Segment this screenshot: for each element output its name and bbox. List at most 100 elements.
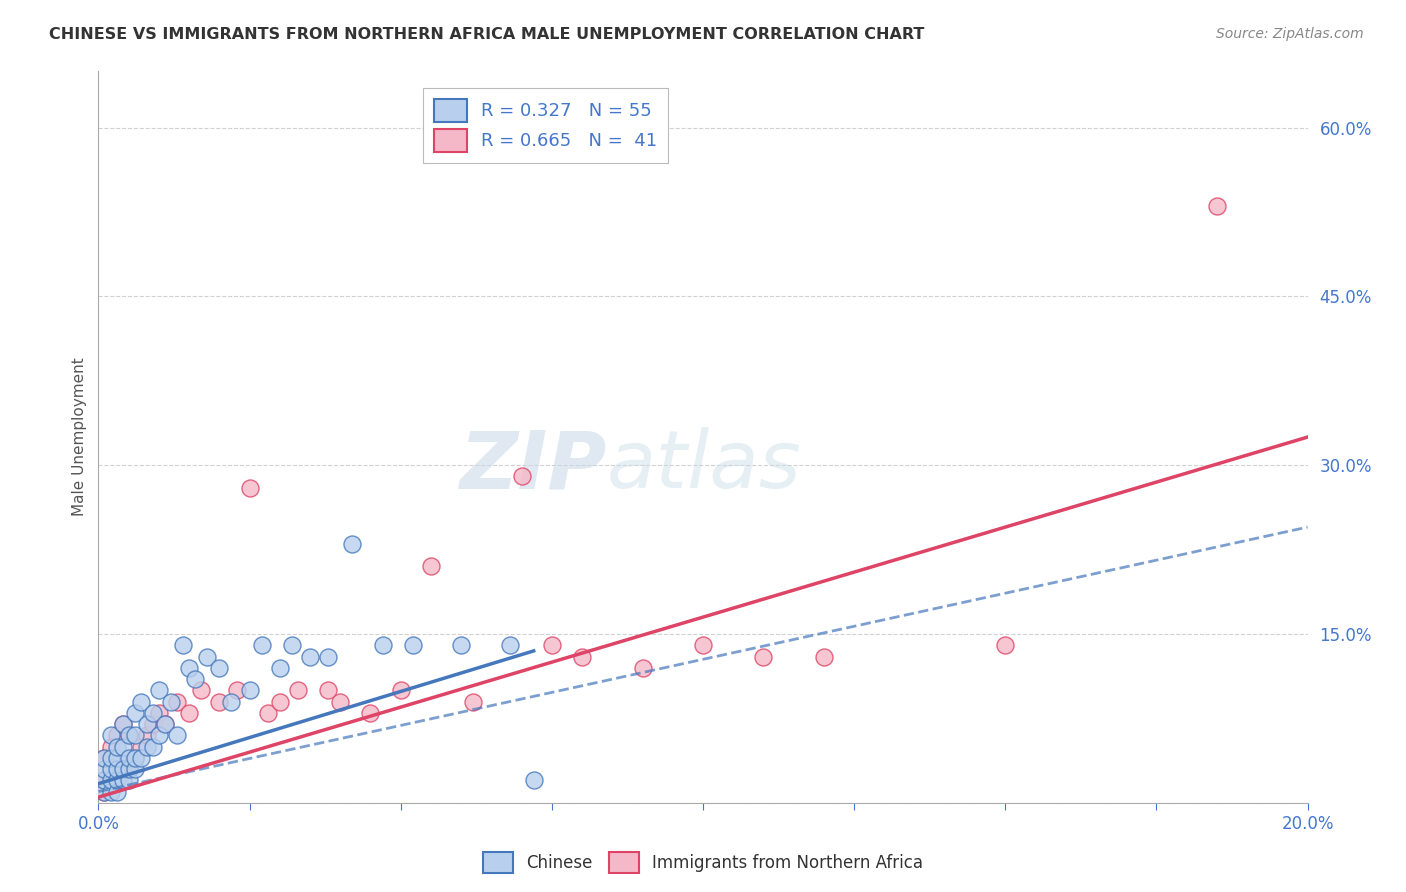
Text: Source: ZipAtlas.com: Source: ZipAtlas.com xyxy=(1216,27,1364,41)
Text: ZIP: ZIP xyxy=(458,427,606,506)
Point xyxy=(100,784,122,798)
Point xyxy=(269,694,291,708)
Point xyxy=(105,762,128,776)
Point xyxy=(111,717,134,731)
Point xyxy=(105,773,128,788)
Point xyxy=(129,694,152,708)
Point xyxy=(994,638,1017,652)
Point xyxy=(166,694,188,708)
Point xyxy=(93,773,115,788)
Point xyxy=(111,717,134,731)
Point xyxy=(450,638,472,652)
Point xyxy=(142,717,165,731)
Point xyxy=(342,537,364,551)
Point xyxy=(111,762,134,776)
Point xyxy=(118,751,141,765)
Point xyxy=(299,649,322,664)
Point xyxy=(118,762,141,776)
Y-axis label: Male Unemployment: Male Unemployment xyxy=(72,358,87,516)
Point xyxy=(93,784,115,798)
Point xyxy=(269,661,291,675)
Point xyxy=(100,773,122,788)
Point xyxy=(135,728,157,742)
Point xyxy=(420,559,443,574)
Point xyxy=(166,728,188,742)
Text: CHINESE VS IMMIGRANTS FROM NORTHERN AFRICA MALE UNEMPLOYMENT CORRELATION CHART: CHINESE VS IMMIGRANTS FROM NORTHERN AFRI… xyxy=(49,27,925,42)
Point xyxy=(93,784,115,798)
Point xyxy=(184,672,207,686)
Point xyxy=(316,683,339,698)
Point xyxy=(221,694,243,708)
Point xyxy=(124,728,146,742)
Point xyxy=(752,649,775,664)
Point xyxy=(692,638,714,652)
Point xyxy=(124,751,146,765)
Point xyxy=(118,773,141,788)
Point xyxy=(316,649,339,664)
Point xyxy=(250,638,273,652)
Point xyxy=(360,706,382,720)
Point xyxy=(153,717,176,731)
Point xyxy=(93,751,115,765)
Point xyxy=(105,739,128,754)
Point xyxy=(118,728,141,742)
Point xyxy=(256,706,278,720)
Point xyxy=(153,717,176,731)
Point xyxy=(172,638,194,652)
Point xyxy=(226,683,249,698)
Point xyxy=(129,751,152,765)
Point xyxy=(148,728,170,742)
Point xyxy=(148,706,170,720)
Point xyxy=(190,683,212,698)
Point xyxy=(118,728,141,742)
Point xyxy=(100,773,122,788)
Point xyxy=(402,638,425,652)
Point xyxy=(510,469,533,483)
Point xyxy=(631,661,654,675)
Point xyxy=(93,762,115,776)
Point xyxy=(1206,199,1229,213)
Point xyxy=(179,706,201,720)
Point xyxy=(100,762,122,776)
Legend: Chinese, Immigrants from Northern Africa: Chinese, Immigrants from Northern Africa xyxy=(477,846,929,880)
Point xyxy=(124,706,146,720)
Point xyxy=(135,717,157,731)
Point xyxy=(124,751,146,765)
Point xyxy=(111,773,134,788)
Point xyxy=(239,683,262,698)
Point xyxy=(195,649,218,664)
Point xyxy=(105,728,128,742)
Point xyxy=(100,751,122,765)
Point xyxy=(498,638,520,652)
Point xyxy=(142,706,165,720)
Point xyxy=(239,481,262,495)
Point xyxy=(100,728,122,742)
Point xyxy=(135,739,157,754)
Point xyxy=(111,762,134,776)
Point xyxy=(208,661,231,675)
Point xyxy=(208,694,231,708)
Point xyxy=(281,638,304,652)
Point xyxy=(523,773,546,788)
Point xyxy=(142,739,165,754)
Point xyxy=(105,784,128,798)
Point xyxy=(105,751,128,765)
Point xyxy=(371,638,394,652)
Point xyxy=(287,683,309,698)
Point xyxy=(124,762,146,776)
Point xyxy=(111,739,134,754)
Point xyxy=(540,638,562,652)
Point xyxy=(463,694,485,708)
Point xyxy=(118,762,141,776)
Point xyxy=(105,773,128,788)
Point xyxy=(160,694,183,708)
Text: atlas: atlas xyxy=(606,427,801,506)
Point xyxy=(389,683,412,698)
Point xyxy=(100,739,122,754)
Legend: R = 0.327   N = 55, R = 0.665   N =  41: R = 0.327 N = 55, R = 0.665 N = 41 xyxy=(423,87,668,163)
Point xyxy=(329,694,352,708)
Point xyxy=(179,661,201,675)
Point xyxy=(129,739,152,754)
Point xyxy=(813,649,835,664)
Point xyxy=(571,649,593,664)
